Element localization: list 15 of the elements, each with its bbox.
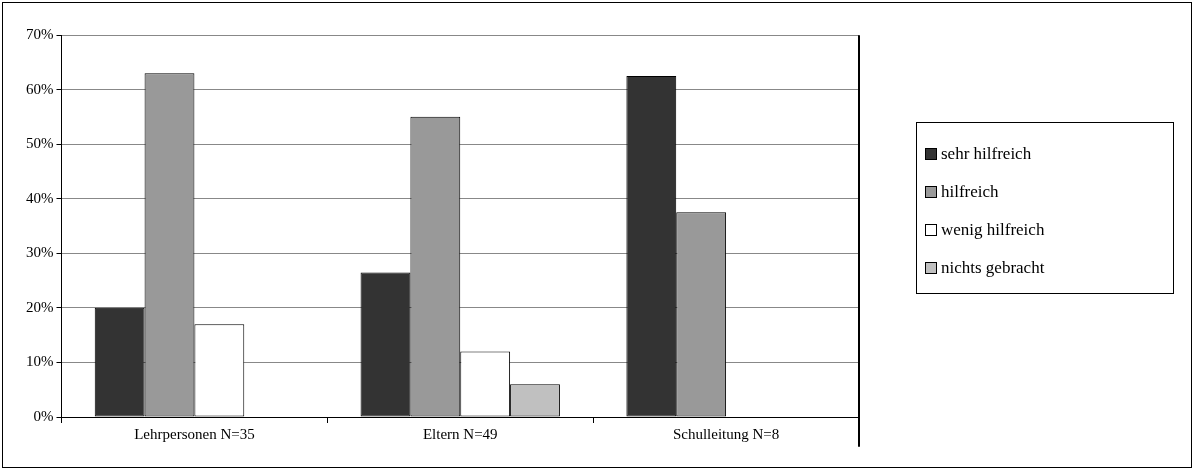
x-tick-label: Eltern N=49 [422, 425, 498, 442]
y-tick-label: 30% [26, 244, 54, 261]
x-tick-label: Schulleitung N=8 [672, 425, 780, 442]
y-tick-label: 60% [26, 80, 54, 97]
legend-label: nichts gebracht [941, 258, 1045, 278]
legend-label: sehr hilfreich [941, 144, 1032, 164]
y-tick-label: 0% [33, 407, 54, 424]
y-tick-label: 40% [26, 189, 54, 206]
text: wenig hilfreich [941, 220, 1045, 240]
y-tick-label: 20% [26, 298, 54, 315]
y-tick-label: 10% [26, 353, 54, 370]
x-tick-label: Lehrpersonen N=35 [134, 425, 255, 442]
y-tick-label: 70% [26, 25, 54, 42]
y-tick-label: 50% [26, 135, 54, 152]
legend-label: hilfreich [941, 182, 999, 202]
